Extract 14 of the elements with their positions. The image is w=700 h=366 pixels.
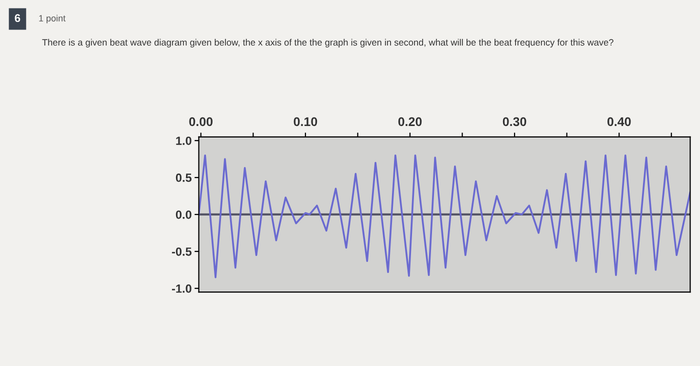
x-tick-label: 0.00	[189, 117, 213, 126]
text: 6	[14, 14, 20, 22]
line-series	[198, 154, 690, 278]
y-tick-label: 1.0	[176, 136, 192, 145]
x-tick-label: 0.40	[607, 117, 631, 126]
x-tick-label: 0.20	[398, 117, 422, 126]
y-tick-label: -0.5	[172, 247, 192, 256]
x-tick-label: 0.10	[294, 117, 318, 126]
y-tick-label: -1.0	[172, 284, 192, 293]
x-tick-label: 0.30	[502, 117, 526, 126]
y-tick-label: 0.5	[176, 174, 192, 182]
y-tick-label: 0.0	[176, 210, 192, 219]
text: 1 point	[39, 14, 66, 24]
chart-title: There is a given beat wave diagram given below, the x axis of the the graph is given in second, what will be the beat frequency for this wave?	[42, 38, 614, 48]
